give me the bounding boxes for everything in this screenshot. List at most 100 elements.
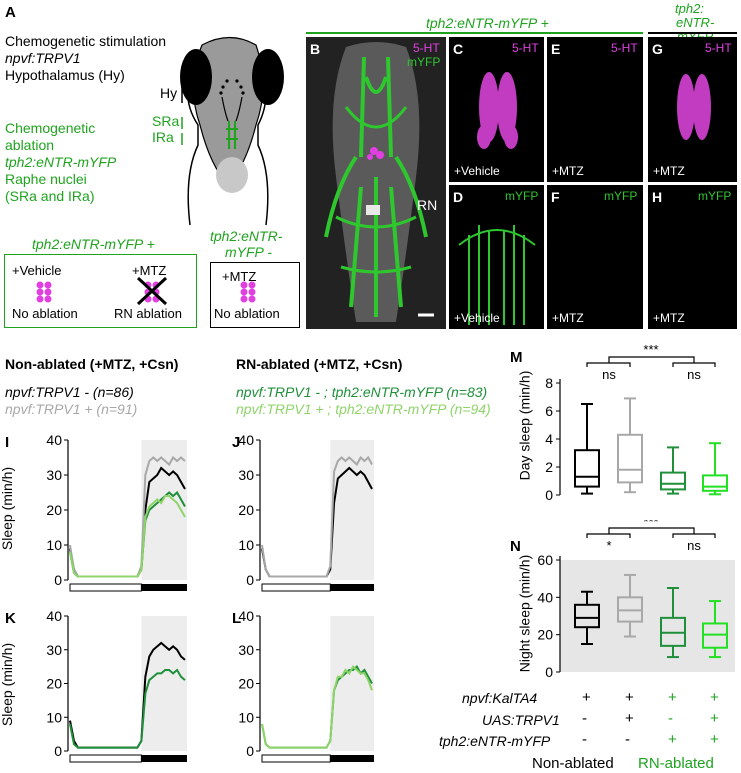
- series-line: [69, 668, 186, 749]
- y-tick-label: 0: [545, 487, 553, 503]
- panel-letter-a: A: [5, 4, 16, 21]
- genotype-cell: +: [625, 710, 634, 727]
- d-vehicle-label: +Vehicle: [454, 311, 500, 325]
- y-tick-label: 40: [46, 608, 62, 624]
- b-rn-label: RN: [417, 197, 438, 213]
- y-tick-label: 10: [46, 537, 62, 553]
- sig-bracket: [608, 527, 695, 534]
- panel-letter-l: L: [232, 610, 242, 627]
- geno-row3: tph2:eNTR-mYFP: [439, 733, 551, 749]
- y-tick-label: 30: [238, 642, 254, 658]
- series-line: [261, 665, 373, 749]
- micro-header-plus-line: [306, 32, 643, 34]
- y-tick-label: 0: [54, 572, 62, 588]
- y-tick-label: 30: [238, 467, 254, 483]
- sig-label: *: [606, 538, 611, 553]
- panel-letter-n: N: [510, 538, 521, 555]
- mtz-label-2: +MTZ: [222, 269, 257, 284]
- box-minus-title2: mYFP -: [225, 244, 272, 260]
- c-vehicle-label: +Vehicle: [454, 164, 500, 178]
- night-shade: [560, 560, 735, 672]
- chart-j: 0 10 20 30 40: [238, 432, 374, 592]
- h-mtz-label: +MTZ: [653, 311, 685, 325]
- panel-letter-m: M: [510, 349, 523, 366]
- no-ablation-label-1: No ablation: [12, 306, 78, 321]
- ablation-line3: tph2:eNTR-mYFP: [5, 154, 117, 170]
- ablation-line5: (SRa and IRa): [5, 188, 95, 204]
- y-tick-label: 2: [545, 459, 553, 475]
- y-tick-label: 40: [238, 608, 254, 624]
- genotype-cell: +: [668, 731, 677, 748]
- y-tick-label: 4: [545, 431, 553, 447]
- larva-schematic: [180, 36, 284, 226]
- y-tick-label: 10: [238, 709, 254, 725]
- day-bar: [261, 583, 331, 592]
- y-tick-label: 30: [46, 642, 62, 658]
- foot-rn-ablated: RN-ablated: [638, 755, 714, 772]
- hy-label: Hy: [160, 85, 178, 101]
- day-bar: [69, 754, 142, 763]
- sig-bracket: [586, 533, 631, 538]
- genotype-cell: +: [710, 731, 719, 748]
- ablation-box-plus: [4, 254, 197, 328]
- box: [660, 471, 686, 491]
- legend-np-plus: npvf:TRPV1 + (n=91): [5, 401, 138, 417]
- micro-header-minus-line: [648, 32, 737, 34]
- night-bar: [141, 755, 187, 762]
- panel-letter-i: I: [5, 434, 10, 451]
- micro-header-minus2: eNTR-: [676, 15, 715, 30]
- y-tick-label: 8: [545, 375, 553, 391]
- y-tick-label: 40: [537, 589, 553, 605]
- box-plus-title: tph2:eNTR-mYFP +: [32, 236, 155, 252]
- sig-bracket: [586, 362, 631, 367]
- stim-line2: npvf:TRPV1: [5, 50, 81, 66]
- y-tick-label: 10: [46, 709, 62, 725]
- k-ylabel: Sleep (min/h): [0, 642, 16, 727]
- panel-b-image: [306, 37, 446, 329]
- legend-rn-plus: npvf:TRPV1 + ; tph2:eNTR-mYFP (n=94): [236, 401, 491, 417]
- sig-bracket: [608, 356, 695, 363]
- y-tick-label: 20: [537, 627, 553, 643]
- panel-letter-c: C: [453, 41, 464, 57]
- ira-label: IRa: [152, 129, 174, 145]
- geno-row1: npvf:KalTA4: [462, 690, 538, 706]
- sig-label: ns: [687, 538, 701, 553]
- y-tick-label: 20: [46, 676, 62, 692]
- d-myfp-label: mYFP: [505, 189, 539, 203]
- y-tick-label: 30: [46, 467, 62, 483]
- rn-ablation-label: RN ablation: [114, 306, 182, 321]
- sig-bracket: [672, 362, 716, 367]
- series-line: [69, 495, 186, 578]
- box: [617, 433, 643, 484]
- y-tick-label: 6: [545, 403, 553, 419]
- chart-m: 0 2 4 6 8 *** ns ns: [545, 343, 728, 503]
- y-tick-label: 10: [238, 537, 254, 553]
- mtz-label-1: +MTZ: [132, 263, 167, 278]
- ablation-line1: Chemogenetic: [5, 120, 96, 136]
- stim-line3: Hypothalamus (Hy): [5, 67, 125, 83]
- genotype-cell: +: [625, 689, 634, 706]
- panel-e-image: [547, 37, 643, 182]
- vehicle-label: +Vehicle: [12, 263, 62, 278]
- genotype-cell: +: [582, 689, 591, 706]
- neuron-dots: [36, 276, 256, 306]
- b-5ht-label: 5-HT: [413, 41, 440, 55]
- h-myfp-label: mYFP: [698, 189, 732, 203]
- y-tick-label: 0: [246, 743, 254, 759]
- e-mtz-label: +MTZ: [552, 164, 584, 178]
- b-myfp-label: mYFP: [407, 55, 441, 69]
- y-tick-label: 0: [246, 572, 254, 588]
- ablation-line4: Raphe nuclei: [5, 171, 87, 187]
- panel-letter-g: G: [652, 41, 663, 57]
- y-tick-label: 20: [238, 676, 254, 692]
- y-tick-label: 20: [46, 502, 62, 518]
- nonablated-title: Non-ablated (+MTZ, +Csn): [5, 356, 179, 372]
- series-line: [261, 455, 373, 578]
- geno-row2: UAS:TRPV1: [482, 712, 560, 728]
- g-5ht-label: 5-HT: [705, 41, 732, 55]
- genotype-cell: -: [668, 710, 673, 727]
- rnablated-title: RN-ablated (+MTZ, +Csn): [236, 356, 403, 372]
- legend-np-minus: npvf:TRPV1 - (n=86): [5, 384, 134, 400]
- sra-label: SRa: [152, 113, 180, 129]
- chart-i: 0 10 20 30 40: [46, 432, 187, 592]
